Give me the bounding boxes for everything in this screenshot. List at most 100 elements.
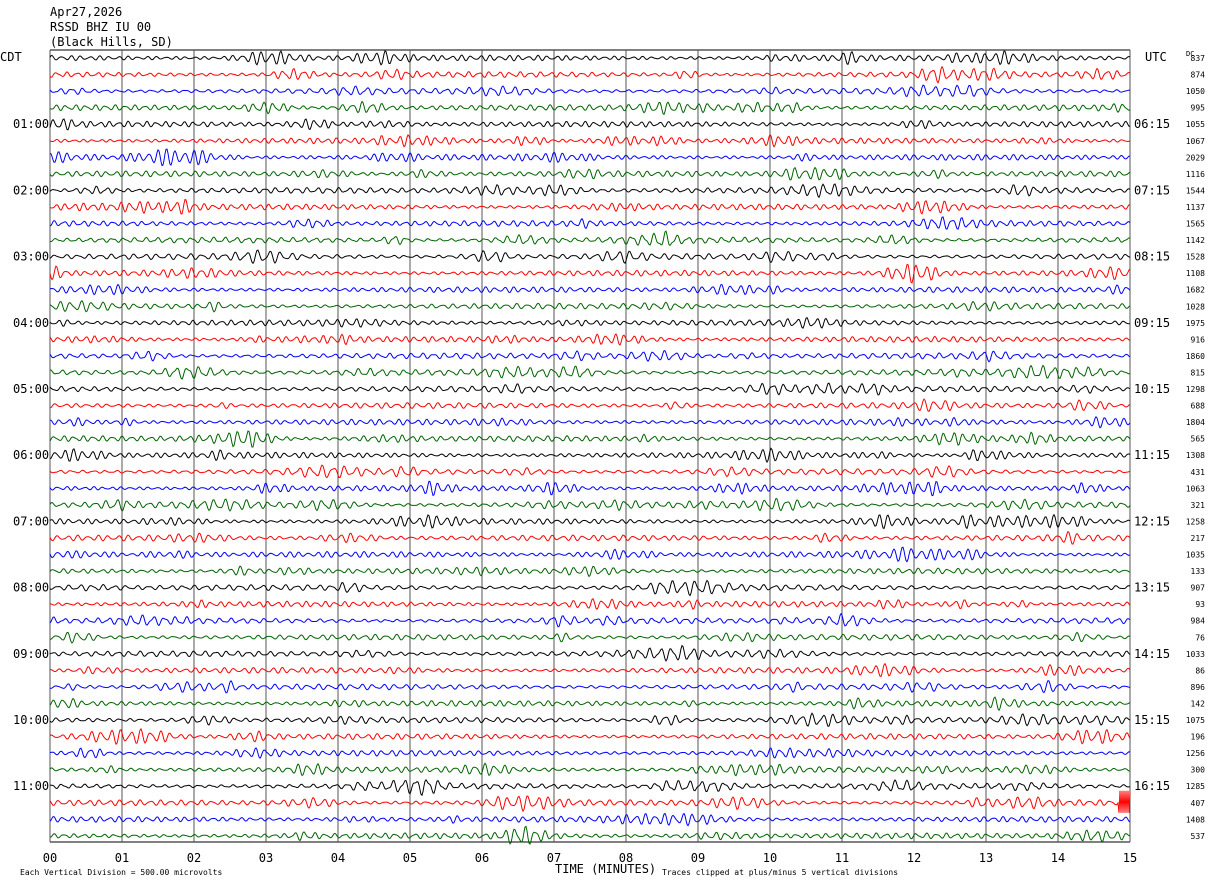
dc-offset-label: 896 [1191,683,1206,692]
left-hour-label: 01:00 [13,117,49,131]
left-timezone-label: CDT [0,50,22,64]
dc-offset-label: 1137 [1186,203,1205,212]
dc-offset-label: 1028 [1186,302,1205,311]
dc-offset-label: 1258 [1186,517,1205,526]
right-hour-label: 15:15 [1134,713,1170,727]
header-station: RSSD BHZ IU 00 [50,20,151,34]
trace-row [50,631,1131,644]
x-tick-label: 15 [1123,851,1137,865]
dc-offset-label: 1308 [1186,451,1205,460]
left-hour-labels: 01:00 02:00 03:00 04:00 05:00 06:00 07:00 08:00… [13,117,49,793]
trace-row [49,415,1131,429]
dc-offset-label: 537 [1191,832,1206,841]
right-hour-label: 16:15 [1134,779,1170,793]
dc-offset-label: 1063 [1186,484,1205,493]
dc-offset-label: 86 [1195,666,1205,675]
dc-offset-label: 321 [1191,501,1206,510]
dc-offset-label: 837 [1191,54,1206,63]
trace-row [49,166,1131,181]
dc-offset-label: 1050 [1186,87,1205,96]
trace-row [49,316,1131,329]
dc-offset-label: 217 [1191,534,1206,543]
trace-row [50,364,1131,380]
trace-row [49,546,1131,563]
dc-offset-label: 431 [1191,468,1206,477]
x-tick-label: 14 [1051,851,1065,865]
dc-offset-label: 196 [1191,733,1206,742]
left-hour-label: 06:00 [13,448,49,462]
left-hour-label: 04:00 [13,316,49,330]
x-tick-label: 05 [403,851,417,865]
left-hour-label: 08:00 [13,581,49,595]
trace-row [49,118,1131,131]
left-hour-label: 07:00 [13,514,49,528]
dc-offset-label: 142 [1191,699,1206,708]
dc-offset-label: 984 [1191,617,1206,626]
x-axis-ticks: 00 01 02 03 04 05 06 07 08 09 10 11 12 13 14 15 [43,851,1137,865]
trace-row [49,65,1131,84]
dc-offset-label: 1075 [1186,716,1205,725]
dc-label: DC [1186,50,1194,58]
left-hour-label: 05:00 [13,382,49,396]
seismic-traces [49,50,1131,845]
trace-row [49,230,1131,247]
trace-row [49,398,1131,413]
trace-row [49,216,1131,230]
trace-row [49,333,1131,346]
dc-offset-label: 76 [1195,633,1205,642]
dc-offset-label: 1408 [1186,815,1205,824]
trace-row [49,825,1131,845]
dc-offset-label: 2029 [1186,153,1205,162]
trace-row [49,300,1131,313]
dc-offset-label: 565 [1191,435,1206,444]
dc-offset-label: 1055 [1186,120,1205,129]
x-tick-label: 01 [115,851,129,865]
trace-row [49,283,1131,296]
dc-offset-label: 1298 [1186,385,1205,394]
dc-offset-label: 1528 [1186,253,1205,262]
x-tick-label: 06 [475,851,489,865]
header-date: Apr27,2026 [50,5,122,19]
left-hour-label: 09:00 [13,647,49,661]
x-tick-label: 07 [547,851,561,865]
trace-row [49,812,1131,827]
right-hour-label: 12:15 [1134,514,1170,528]
dc-offset-label: 815 [1191,368,1206,377]
trace-row [49,430,1131,448]
right-hour-label: 06:15 [1134,117,1170,131]
trace-row [49,565,1131,578]
trace-row [50,662,1131,677]
x-tick-label: 04 [331,851,345,865]
right-hour-label: 07:15 [1134,183,1170,197]
trace-row [49,183,1131,199]
dc-offset-label: 1860 [1186,352,1205,361]
dc-offset-label: 995 [1191,104,1206,113]
dc-offset-label: 1682 [1186,286,1205,295]
footer-clip-note: Traces clipped at plus/minus 5 vertical … [662,868,898,877]
dc-offset-label: 1544 [1186,186,1205,195]
trace-row [49,133,1131,148]
left-hour-label: 03:00 [13,250,49,264]
trace-row [49,747,1131,760]
x-tick-label: 08 [619,851,633,865]
x-tick-label: 11 [835,851,849,865]
trace-row [49,612,1131,628]
trace-row [49,530,1131,545]
trace-row [49,84,1131,98]
trace-row [49,644,1131,662]
x-tick-label: 12 [907,851,921,865]
time-grid [49,49,1131,843]
right-hour-label: 09:15 [1134,316,1170,330]
trace-row [49,790,1131,813]
trace-row [49,727,1131,745]
left-hour-label: 10:00 [13,713,49,727]
trace-row [49,480,1131,497]
trace-row [49,464,1131,479]
trace-row [49,779,1131,797]
x-tick-label: 13 [979,851,993,865]
dc-offset-label: 1116 [1186,170,1205,179]
trace-row [49,513,1131,530]
right-timezone-label: UTC [1145,50,1167,64]
x-tick-label: 00 [43,851,57,865]
dc-offset-label: 1033 [1186,650,1205,659]
